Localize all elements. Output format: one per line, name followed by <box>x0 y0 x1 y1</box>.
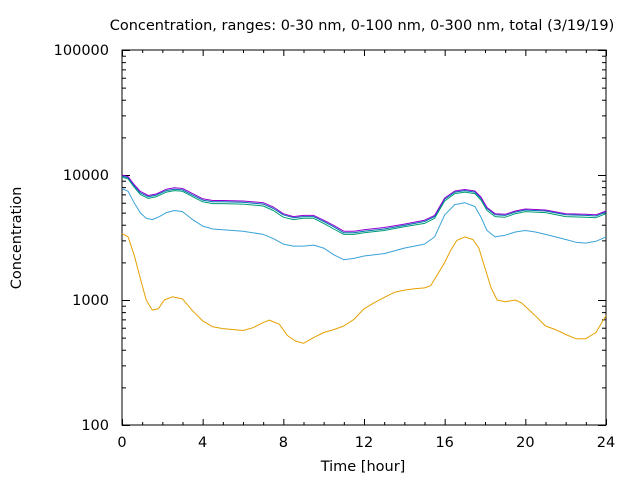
x-tick-label: 12 <box>355 435 373 451</box>
y-axis-label: Concentration <box>9 187 25 290</box>
y-tick-label: 1000 <box>72 293 109 309</box>
x-tick-label: 8 <box>279 435 288 451</box>
x-tick-label: 0 <box>117 435 126 451</box>
x-tick-label: 20 <box>516 435 534 451</box>
series-line-2 <box>121 188 607 261</box>
x-axis-label: Time [hour] <box>320 459 406 475</box>
series-line-5 <box>121 174 607 232</box>
y-tick-label: 100 <box>81 418 109 434</box>
x-tick-label: 4 <box>198 435 207 451</box>
y-tick-label: 10000 <box>63 168 109 184</box>
y-tick-label: 100000 <box>54 43 109 59</box>
plot-area: 0 4 8 12 16 20 24 100 1000 10000 100000 <box>54 43 616 451</box>
series-line-3 <box>121 176 607 235</box>
series-line-1 <box>121 233 607 344</box>
x-tick-label: 24 <box>597 435 615 451</box>
plot-frame <box>121 49 607 426</box>
series-line-4 <box>121 175 607 234</box>
x-tick-label: 16 <box>435 435 453 451</box>
chart-title: Concentration, ranges: 0-30 nm, 0-100 nm… <box>110 18 615 34</box>
